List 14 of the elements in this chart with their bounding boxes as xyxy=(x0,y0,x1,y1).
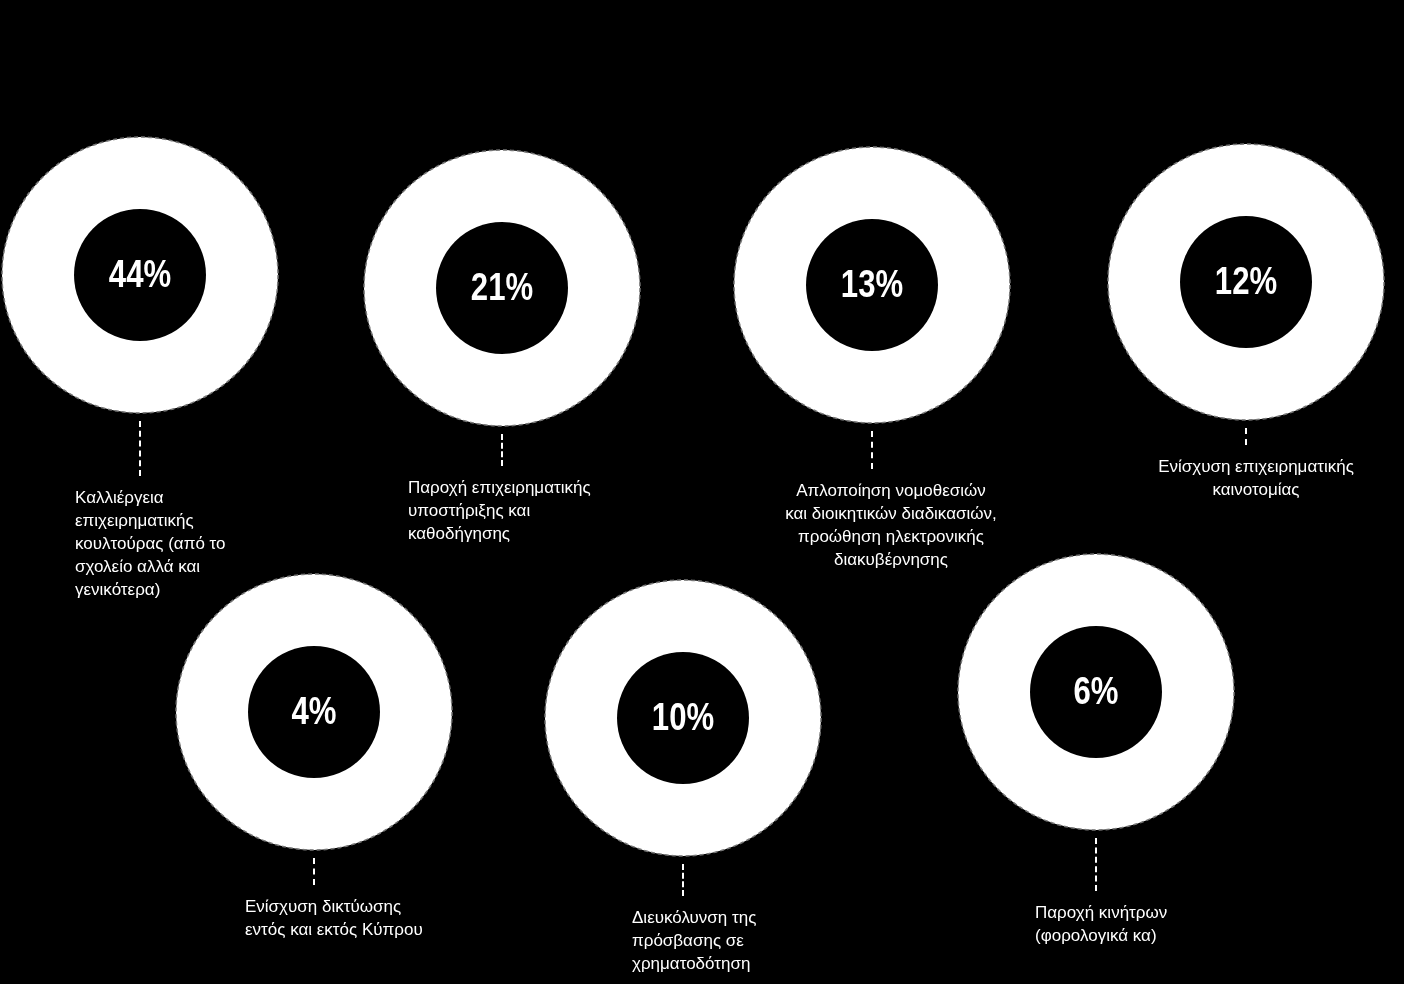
data-label: 44% xyxy=(108,253,172,296)
data-label: 21% xyxy=(470,266,534,309)
category-label: Απλοποίηση νομοθεσιών και διοικητικών διαδικασιών, προώθηση ηλεκτρονικής διακυβέρνησης xyxy=(785,480,997,571)
category-label: Ενίσχυση επιχειρηματικής καινοτομίας xyxy=(1157,456,1355,501)
category-label: Διευκόλυνση της πρόσβασης σε χρηματοδότηση xyxy=(632,907,758,975)
category-label: Παροχή επιχειρηματικής υποστήριξης και καθοδήγησης xyxy=(408,477,592,545)
category-label: Καλλιέργεια επιχειρηματικής κουλτούρας (από το σχολείο αλλά και γενικότερα) xyxy=(75,487,227,601)
category-label: Ενίσχυση δικτύωσης εντός και εκτός Κύπρου xyxy=(245,896,424,941)
data-label: 12% xyxy=(1214,260,1278,303)
data-label: 6% xyxy=(1073,670,1119,713)
data-label: 13% xyxy=(840,263,904,306)
data-label: 10% xyxy=(651,696,715,739)
data-label: 4% xyxy=(291,690,337,733)
category-label: Παροχή κινήτρων (φορολογικά κα) xyxy=(1035,902,1169,947)
